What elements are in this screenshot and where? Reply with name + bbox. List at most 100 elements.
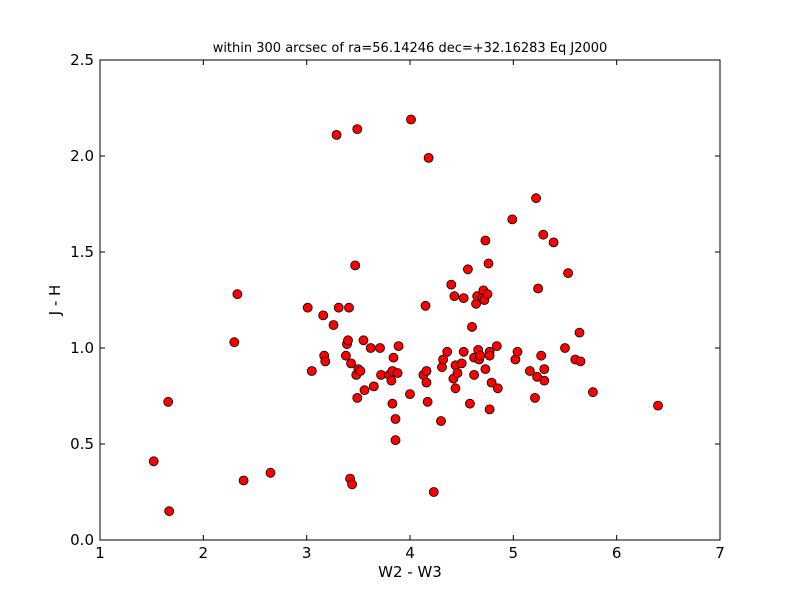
chart-title: within 300 arcsec of ra=56.14246 dec=+32… [213, 41, 608, 56]
data-point [390, 435, 401, 446]
data-point [238, 475, 249, 486]
data-point [355, 366, 366, 376]
x-tick-label: 4 [405, 544, 415, 562]
data-point [358, 335, 369, 346]
x-tick-label: 5 [509, 544, 519, 562]
data-point [452, 368, 463, 378]
data-point [436, 416, 446, 426]
data-point [484, 404, 495, 415]
data-point [525, 366, 535, 376]
y-tick-label: 2.5 [70, 51, 94, 69]
data-point [352, 124, 363, 135]
y-tick-label: 2.0 [70, 147, 94, 165]
data-point [486, 377, 497, 388]
data-point [507, 214, 518, 225]
data-point [492, 383, 503, 394]
data-point [475, 350, 486, 361]
x-axis-ticks: 1 2 3 4 5 6 7 [95, 60, 725, 562]
data-point [344, 302, 354, 313]
x-tick-label: 1 [95, 544, 105, 562]
y-tick-label: 1.0 [70, 339, 94, 357]
data-point [347, 479, 358, 490]
x-axis-label: W2 - W3 [378, 563, 442, 581]
data-point [533, 283, 543, 294]
y-axis-ticks: 0.0 0.5 1.0 1.5 2.0 2.5 [70, 51, 720, 549]
data-point [531, 193, 541, 204]
data-point [588, 387, 598, 398]
data-point [265, 467, 276, 478]
data-point [450, 383, 461, 394]
data-point [575, 356, 586, 367]
data-point [420, 300, 431, 311]
data-point [548, 237, 559, 248]
data-point [428, 487, 439, 497]
data-point [421, 366, 432, 376]
data-point [148, 456, 159, 467]
data-point [423, 152, 434, 163]
data-point [449, 291, 460, 302]
data-point [306, 366, 317, 376]
data-point [229, 337, 240, 348]
data-point [350, 260, 361, 271]
x-tick-label: 3 [302, 544, 312, 562]
data-point [480, 235, 491, 246]
data-point [331, 129, 342, 140]
data-point [538, 229, 549, 240]
plot-area [100, 60, 720, 540]
data-point [386, 375, 397, 386]
data-point [406, 114, 416, 125]
data-point [536, 350, 547, 361]
data-point [387, 398, 398, 409]
x-tick-label: 7 [715, 544, 725, 562]
data-point [365, 343, 376, 353]
y-tick-label: 1.5 [70, 243, 94, 261]
data-point [163, 396, 174, 407]
data-point [388, 352, 399, 363]
x-tick-label: 2 [199, 544, 209, 562]
data-point [164, 506, 175, 517]
y-axis-label: J - H [46, 285, 64, 317]
data-point [483, 258, 494, 269]
data-point [653, 400, 663, 411]
data-point [392, 368, 403, 378]
data-point [375, 343, 385, 353]
data-point [359, 385, 370, 396]
data-point [480, 364, 491, 375]
data-point [343, 335, 353, 346]
data-point [563, 268, 573, 279]
data-point [530, 392, 540, 403]
data-point [462, 264, 473, 275]
y-tick-label: 0.5 [70, 435, 94, 453]
data-point [393, 341, 404, 352]
data-point [491, 341, 502, 352]
data-point [539, 364, 550, 375]
data-point [422, 396, 433, 407]
data-point [574, 327, 585, 338]
data-point [302, 302, 313, 313]
x-tick-label: 6 [612, 544, 622, 562]
data-point [467, 321, 477, 332]
data-point [232, 289, 243, 300]
data-point [346, 358, 357, 369]
data-point [421, 377, 432, 388]
data-point [320, 356, 331, 367]
data-point [368, 381, 379, 392]
data-point [539, 375, 550, 386]
data-point [340, 350, 351, 361]
data-point [328, 320, 339, 330]
data-point [390, 414, 401, 424]
data-point [560, 343, 570, 353]
data-point [458, 346, 469, 357]
data-point [484, 350, 495, 361]
data-point [376, 369, 387, 380]
data-point [482, 289, 493, 300]
data-point [405, 389, 415, 400]
points-layer [148, 114, 663, 517]
data-point [352, 392, 363, 403]
data-point [333, 302, 344, 313]
data-point [446, 279, 457, 290]
data-point [469, 369, 480, 380]
data-point [318, 310, 329, 321]
y-tick-label: 0.0 [70, 531, 94, 549]
